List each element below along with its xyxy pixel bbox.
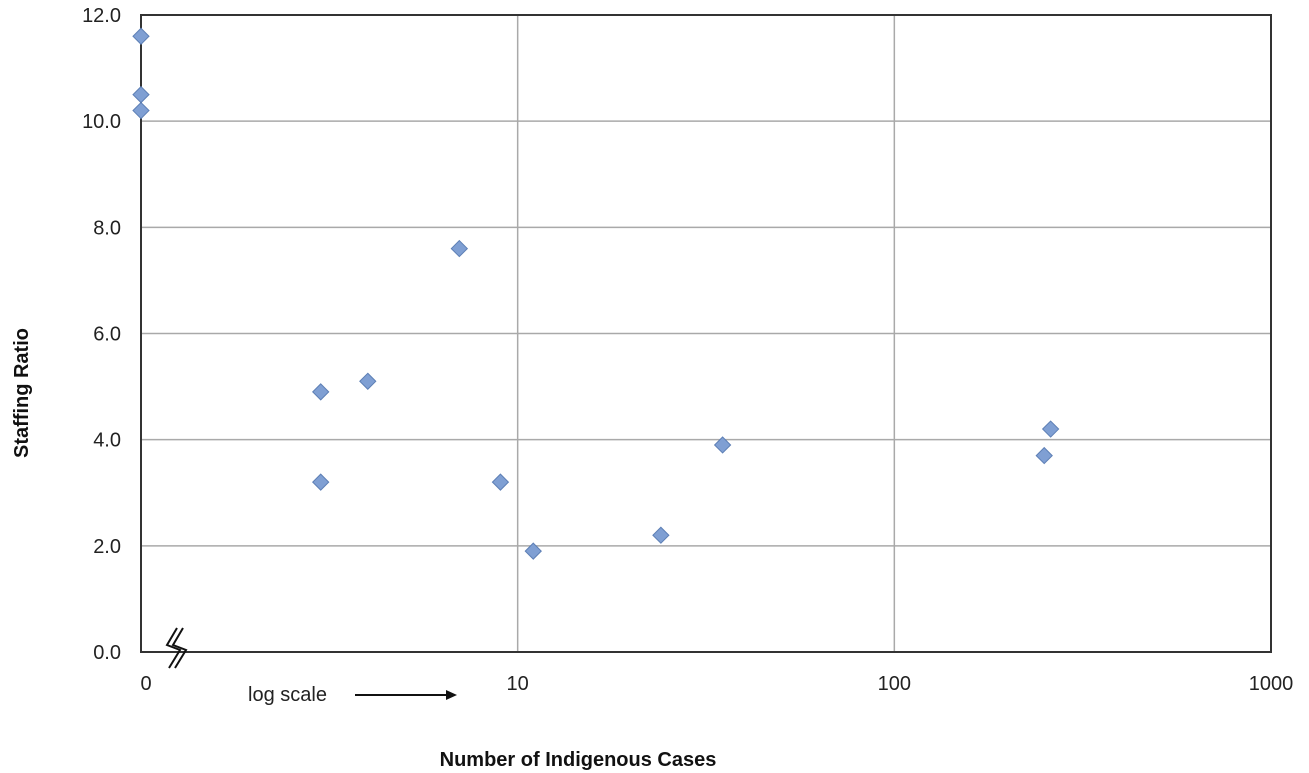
x-tick-label: 0 <box>140 673 151 695</box>
x-tick-labels: 0 10 100 1000 <box>140 673 1293 695</box>
y-tick-label: 6.0 <box>93 324 121 346</box>
data-point <box>524 542 542 560</box>
data-point <box>652 526 670 544</box>
y-tick-label: 4.0 <box>93 430 121 452</box>
axis-break-icon <box>165 627 188 669</box>
plot-area-border <box>140 14 1272 653</box>
data-point <box>1041 420 1060 438</box>
log-scale-annotation: log scale <box>248 684 327 706</box>
data-point <box>132 85 150 104</box>
data-point <box>450 239 469 258</box>
data-point <box>713 436 732 454</box>
y-tick-label: 12.0 <box>82 5 121 27</box>
data-point <box>132 27 150 45</box>
data-point <box>359 372 377 390</box>
data-point <box>312 473 330 491</box>
y-tick-labels: 0.0 2.0 4.0 6.0 8.0 10.0 12.0 <box>82 5 121 664</box>
x-axis-title: Number of Indigenous Cases <box>440 749 717 771</box>
y-tick-label: 2.0 <box>93 536 121 558</box>
x-tick-label: 1000 <box>1249 673 1294 695</box>
data-point <box>312 383 330 401</box>
arrow-right-icon <box>355 690 457 700</box>
y-axis-title: Staffing Ratio <box>11 328 33 458</box>
y-tick-label: 8.0 <box>93 217 121 239</box>
data-point <box>1035 446 1053 465</box>
grid-lines <box>141 15 1271 652</box>
y-tick-label: 0.0 <box>93 642 121 664</box>
data-point <box>491 473 510 491</box>
data-point <box>132 101 150 120</box>
y-tick-label: 10.0 <box>82 111 121 133</box>
data-points <box>132 27 1060 560</box>
x-tick-label: 10 <box>507 673 529 695</box>
x-tick-label: 100 <box>878 673 911 695</box>
